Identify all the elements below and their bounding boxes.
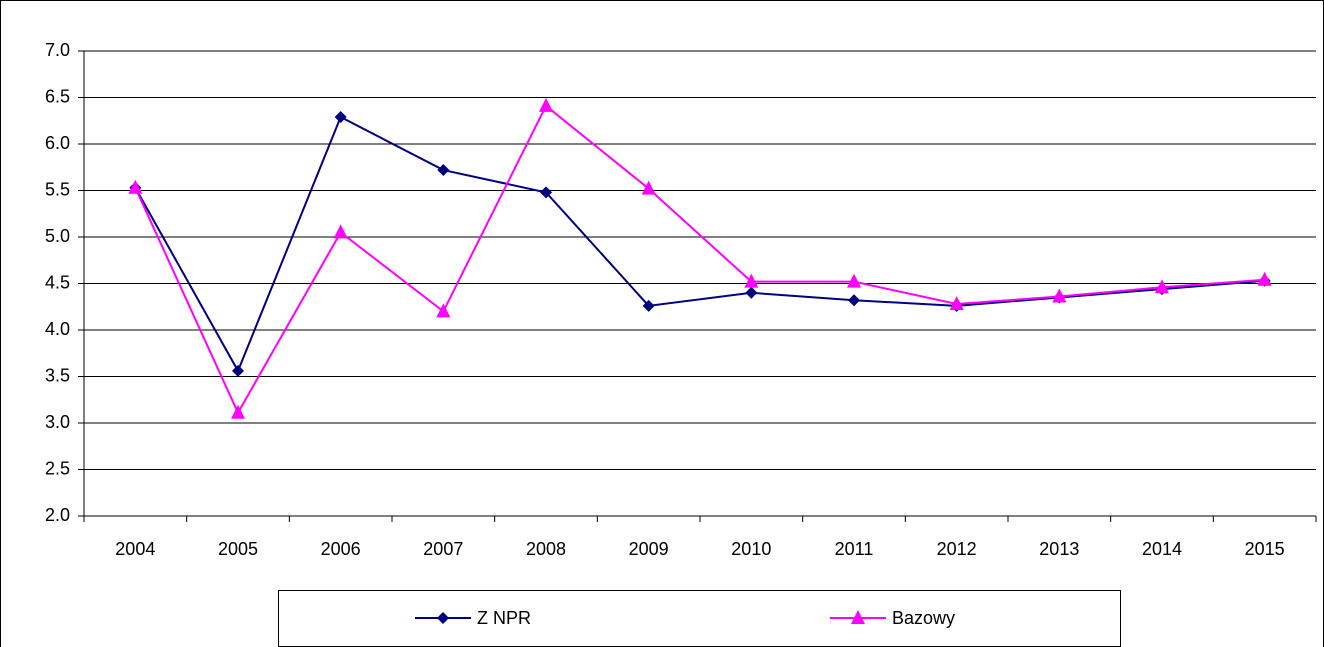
legend-marker bbox=[851, 610, 865, 624]
x-tick-label: 2006 bbox=[321, 539, 361, 559]
y-tick-label: 2.0 bbox=[45, 505, 70, 525]
marker bbox=[232, 364, 244, 377]
marker bbox=[1155, 279, 1169, 294]
series-line bbox=[134, 115, 1265, 374]
x-tick-label: 2015 bbox=[1245, 539, 1285, 559]
marker bbox=[641, 180, 656, 195]
x-tick-label: 2008 bbox=[526, 539, 566, 559]
marker bbox=[540, 186, 552, 199]
series-line bbox=[134, 104, 1265, 415]
marker bbox=[333, 224, 348, 239]
marker bbox=[1052, 288, 1067, 303]
y-tick-label: 3.0 bbox=[45, 412, 70, 432]
legend-box bbox=[278, 590, 1121, 647]
marker bbox=[848, 294, 860, 307]
x-tick-label: 2005 bbox=[218, 539, 258, 559]
y-tick-label: 5.5 bbox=[45, 179, 70, 199]
marker bbox=[847, 273, 861, 288]
marker bbox=[437, 164, 450, 177]
x-tick-label: 2009 bbox=[629, 539, 669, 559]
marker bbox=[539, 97, 553, 112]
y-tick-label: 6.5 bbox=[45, 86, 70, 106]
marker bbox=[949, 295, 964, 310]
x-tick-label: 2013 bbox=[1039, 539, 1079, 559]
y-tick-label: 5.0 bbox=[45, 226, 70, 246]
x-tick-label: 2014 bbox=[1142, 539, 1182, 559]
x-tick-label: 2010 bbox=[731, 539, 771, 559]
legend-label: Bazowy bbox=[892, 608, 955, 628]
marker bbox=[744, 273, 759, 288]
y-tick-label: 3.5 bbox=[45, 365, 70, 385]
legend-label: Z NPR bbox=[477, 608, 531, 628]
marker bbox=[745, 286, 758, 299]
y-tick-label: 4.5 bbox=[45, 272, 70, 292]
y-tick-label: 6.0 bbox=[45, 133, 70, 153]
x-tick-label: 2011 bbox=[835, 539, 874, 559]
marker bbox=[436, 303, 451, 318]
marker bbox=[334, 111, 347, 124]
x-tick-label: 2007 bbox=[423, 539, 463, 559]
marker bbox=[642, 299, 655, 312]
marker bbox=[1257, 271, 1272, 286]
x-tick-label: 2004 bbox=[115, 539, 155, 559]
y-tick-label: 4.0 bbox=[45, 319, 70, 339]
x-tick-label: 2012 bbox=[937, 539, 977, 559]
marker bbox=[128, 179, 143, 194]
marker bbox=[231, 404, 245, 419]
y-tick-label: 7.0 bbox=[45, 40, 70, 60]
legend-marker bbox=[437, 612, 449, 624]
y-tick-label: 2.5 bbox=[45, 458, 70, 478]
